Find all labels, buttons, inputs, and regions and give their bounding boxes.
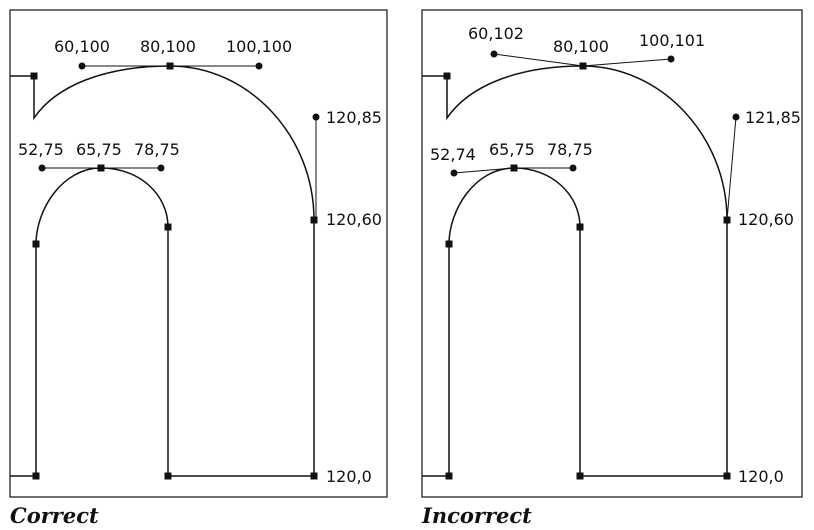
incorrect-control-point (490, 50, 498, 58)
correct-anchor-point (310, 472, 318, 480)
incorrect-label-c1: 60,102 (468, 24, 524, 43)
incorrect-glyph-outline (422, 65, 728, 477)
correct-control-point (255, 62, 263, 70)
incorrect-caption: Incorrect (421, 503, 532, 528)
correct-anchor-point (30, 72, 38, 80)
correct-label-a4: 65,75 (76, 140, 122, 159)
correct-caption: Correct (10, 503, 99, 528)
incorrect-control-point (450, 169, 458, 177)
incorrect-control-point (667, 55, 675, 63)
correct-label-a3: 120,0 (326, 467, 372, 486)
incorrect-inner-left-handle-line (453, 167, 515, 174)
correct-anchor-point (32, 472, 40, 480)
correct-anchor-point (32, 240, 40, 248)
correct-control-point (78, 62, 86, 70)
correct-label-c4: 52,75 (18, 140, 64, 159)
correct-label-c1: 60,100 (54, 37, 110, 56)
correct-label-c2: 100,100 (226, 37, 292, 56)
incorrect-anchor-point (510, 164, 518, 172)
correct-anchor-point (164, 223, 172, 231)
correct-label-a2: 120,60 (326, 210, 382, 229)
incorrect-label-a4: 65,75 (489, 140, 535, 159)
correct-control-point (157, 164, 165, 172)
incorrect-top-left-handle-line (493, 53, 584, 67)
incorrect-label-a2: 120,60 (738, 210, 794, 229)
incorrect-anchor-point (445, 240, 453, 248)
incorrect-diagram: 60,102 80,100 100,101 121,85 120,60 120,… (421, 9, 803, 528)
incorrect-anchor-point (445, 472, 453, 480)
correct-anchor-point (310, 216, 318, 224)
incorrect-anchor-point (576, 223, 584, 231)
incorrect-label-a3: 120,0 (738, 467, 784, 486)
correct-anchor-point (166, 62, 174, 70)
incorrect-top-right-handle-line (582, 58, 672, 67)
correct-diagram: 60,100 80,100 100,100 120,85 120,60 120,… (9, 9, 388, 528)
correct-label-a1: 80,100 (140, 37, 196, 56)
correct-anchor-point (164, 472, 172, 480)
incorrect-label-c3: 121,85 (745, 108, 801, 127)
incorrect-anchor-point (723, 472, 731, 480)
incorrect-control-point (732, 113, 740, 121)
correct-control-point (38, 164, 46, 172)
incorrect-label-c4: 52,74 (430, 145, 476, 164)
correct-frame (9, 9, 388, 498)
incorrect-label-a1: 80,100 (553, 37, 609, 56)
correct-control-point (312, 113, 320, 121)
correct-label-c3: 120,85 (326, 108, 382, 127)
incorrect-anchor-point (723, 216, 731, 224)
incorrect-frame (421, 9, 803, 498)
incorrect-right-handle-line (726, 116, 737, 221)
incorrect-anchor-point (579, 62, 587, 70)
incorrect-anchor-point (443, 72, 451, 80)
correct-label-c5: 78,75 (134, 140, 180, 159)
incorrect-anchor-point (576, 472, 584, 480)
correct-glyph-outline (10, 65, 315, 477)
incorrect-label-c5: 78,75 (547, 140, 593, 159)
incorrect-label-c2: 100,101 (639, 31, 705, 50)
correct-anchor-point (97, 164, 105, 172)
incorrect-control-point (569, 164, 577, 172)
